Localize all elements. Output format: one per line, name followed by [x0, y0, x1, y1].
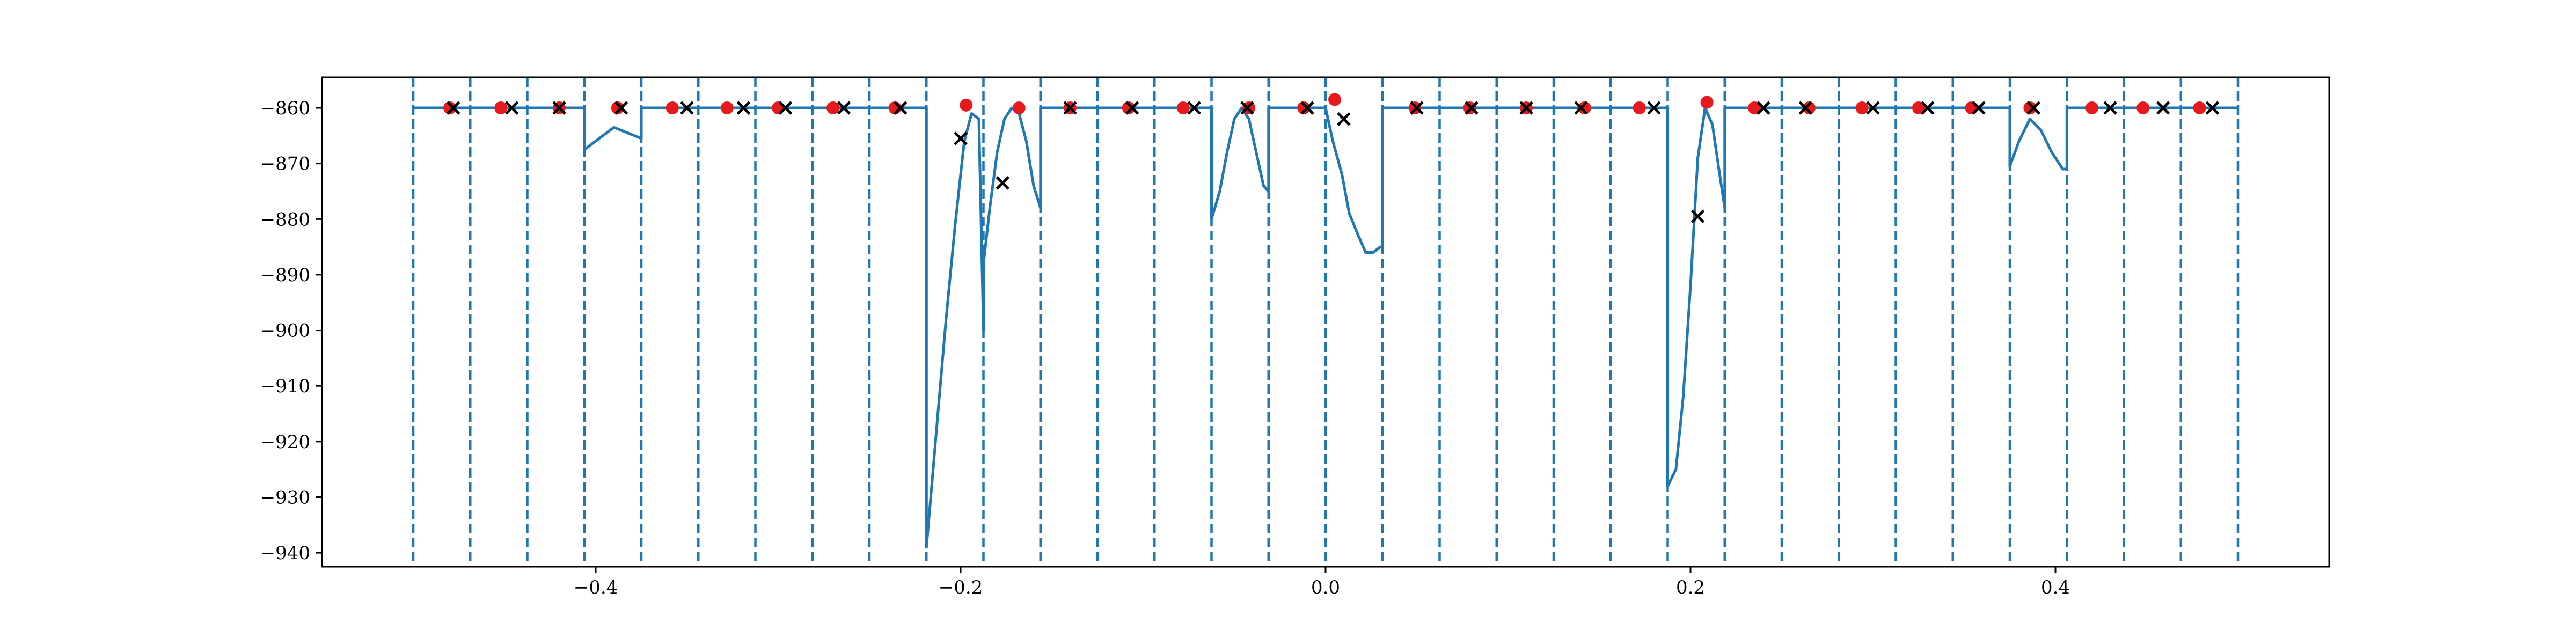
red-dot-marker: [1748, 101, 1761, 114]
x-marker: [680, 101, 694, 115]
red-dot-marker: [1176, 101, 1190, 114]
x-marker: [1300, 101, 1314, 115]
red-dot-marker: [2023, 101, 2037, 114]
x-marker: [1690, 209, 1705, 223]
y-tick-label: −940: [260, 543, 310, 564]
x-marker: [2156, 101, 2170, 115]
red-dot-marker: [2193, 101, 2206, 114]
x-marker: [2205, 101, 2220, 115]
x-marker: [1866, 101, 1880, 115]
x-marker: [1465, 101, 1479, 115]
y-tick-label: −860: [260, 98, 310, 119]
x-marker: [894, 101, 908, 115]
x-marker: [996, 176, 1009, 190]
x-marker: [1240, 101, 1254, 115]
x-marker: [954, 131, 968, 145]
red-dot-marker: [960, 98, 973, 112]
x-marker: [614, 101, 628, 115]
red-dot-marker: [720, 101, 734, 114]
x-marker: [1337, 112, 1351, 126]
red-dot-marker: [1297, 101, 1311, 114]
x-marker: [1187, 101, 1201, 115]
red-dot-marker: [665, 101, 679, 114]
red-dot-marker: [443, 101, 456, 114]
red-dot-marker: [1855, 101, 1869, 114]
red-dot-marker: [1633, 101, 1646, 114]
red-dot-marker: [1700, 96, 1714, 109]
red-dot-marker: [1012, 101, 1026, 114]
x-marker: [1647, 101, 1661, 115]
x-marker: [1798, 101, 1812, 115]
y-tick-label: −910: [260, 376, 310, 397]
x-marker: [837, 101, 851, 115]
red-dot-marker: [2136, 101, 2150, 114]
y-tick-label: −890: [260, 265, 310, 286]
y-tick-label: −930: [260, 487, 310, 508]
red-dot-marker: [1122, 101, 1135, 114]
x-marker: [736, 101, 751, 115]
red-dot-marker: [1578, 101, 1591, 114]
energy-line: [413, 106, 2238, 549]
y-tick-label: −880: [260, 209, 310, 230]
red-dot-marker: [1912, 101, 1925, 114]
x-tick-label: 0.0: [1311, 577, 1340, 598]
x-marker: [1410, 101, 1424, 115]
red-dot-marker: [2085, 101, 2098, 114]
x-marker: [2026, 101, 2040, 115]
x-marker: [447, 101, 460, 115]
y-tick-label: −920: [260, 431, 310, 453]
x-marker: [2103, 101, 2117, 115]
x-marker: [778, 101, 793, 115]
red-dot-marker: [826, 101, 839, 114]
x-marker: [504, 101, 519, 115]
x-marker: [1757, 101, 1770, 115]
x-tick-label: 0.4: [2041, 577, 2070, 598]
x-marker: [1574, 101, 1588, 115]
x-marker: [1063, 101, 1077, 115]
y-tick-label: −870: [260, 153, 310, 175]
x-marker: [1519, 101, 1533, 115]
red-dot-marker: [611, 101, 624, 114]
x-tick-label: −0.4: [574, 577, 618, 598]
x-marker: [1125, 101, 1139, 115]
x-marker: [1921, 101, 1935, 115]
x-marker: [552, 101, 566, 115]
x-tick-label: 0.2: [1676, 577, 1705, 598]
red-dot-marker: [1803, 101, 1816, 114]
red-dot-marker: [1328, 93, 1341, 106]
red-dot-marker: [494, 101, 508, 114]
x-marker: [1972, 101, 1986, 115]
y-tick-label: −900: [260, 320, 310, 342]
x-tick-label: −0.2: [939, 577, 983, 598]
